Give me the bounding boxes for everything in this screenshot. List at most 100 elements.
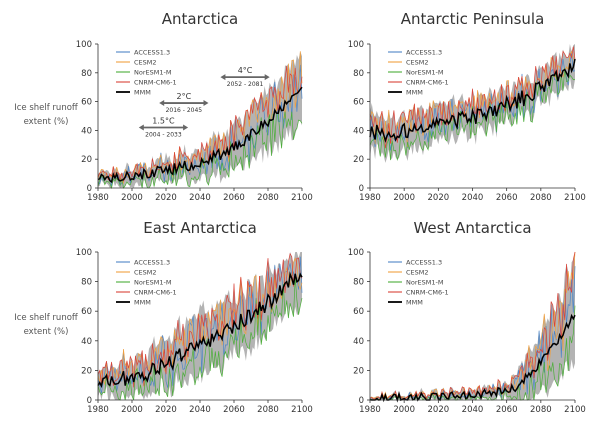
x-tick-label: 2000 <box>393 193 415 203</box>
arrow-head-right <box>264 74 270 81</box>
y-tick-label: 20 <box>353 155 364 165</box>
y-axis-label-line2-2: extent (%) <box>24 327 69 337</box>
legend-label: NorESM1-M <box>406 69 443 77</box>
legend-label: MMM <box>406 89 423 97</box>
x-tick-label: 2080 <box>530 193 552 203</box>
model-spread-envelope <box>98 51 302 188</box>
legend-label: NorESM1-M <box>406 279 443 287</box>
y-tick-label: 60 <box>353 98 364 108</box>
x-tick-label: 2040 <box>189 193 211 203</box>
x-tick-label: 2060 <box>496 193 518 203</box>
x-tick-label: 1980 <box>359 193 381 203</box>
y-tick-label: 40 <box>353 337 364 347</box>
x-tick-label: 2100 <box>291 193 313 203</box>
y-tick-label: 0 <box>359 396 364 406</box>
y-tick-label: 80 <box>81 69 92 79</box>
x-tick-label: 2020 <box>155 405 177 415</box>
legend-label: MMM <box>406 299 423 307</box>
arrow-head-right <box>203 100 209 107</box>
legend-label: NorESM1-M <box>134 279 171 287</box>
warming-level-label: 4°C <box>238 66 253 75</box>
x-tick-label: 1980 <box>87 405 109 415</box>
y-tick-label: 100 <box>348 248 364 258</box>
warming-level-label: 1.5°C <box>152 117 175 126</box>
y-tick-label: 20 <box>353 366 364 376</box>
x-tick-label: 2080 <box>530 405 552 415</box>
legend-label: ACCESS1.3 <box>406 259 442 267</box>
arrow-head-left <box>159 100 165 107</box>
x-tick-label: 2100 <box>564 405 586 415</box>
x-tick-label: 2020 <box>428 405 450 415</box>
legend-label: CNRM-CM6-1 <box>406 79 449 87</box>
warming-window-years: 2016 - 2045 <box>166 107 203 114</box>
x-tick-label: 2040 <box>462 405 484 415</box>
series-line-cnrm-cm6-1 <box>97 65 303 182</box>
series-line-mmm <box>97 271 303 389</box>
arrow-head-left <box>220 74 226 81</box>
series-line-noresm1-m <box>369 68 576 161</box>
x-tick-label: 1980 <box>359 405 381 415</box>
arrow-head-left <box>138 124 144 131</box>
x-tick-label: 2060 <box>223 193 245 203</box>
legend-label: MMM <box>134 89 151 97</box>
legend-label: CNRM-CM6-1 <box>406 289 449 297</box>
legend-label: ACCESS1.3 <box>134 259 170 267</box>
y-tick-label: 100 <box>76 248 92 258</box>
series-line-mmm <box>369 58 576 143</box>
legend-label: CNRM-CM6-1 <box>134 289 177 297</box>
x-tick-label: 2020 <box>428 193 450 203</box>
y-tick-label: 20 <box>81 366 92 376</box>
panel-title: West Antarctica <box>413 219 531 237</box>
x-tick-label: 2000 <box>121 193 143 203</box>
y-tick-label: 100 <box>348 40 364 50</box>
x-tick-label: 2080 <box>257 193 279 203</box>
legend-label: ACCESS1.3 <box>134 49 170 57</box>
x-tick-label: 2040 <box>189 405 211 415</box>
y-axis-label-line1-2: Ice shelf runoff <box>14 313 79 323</box>
y-tick-label: 40 <box>81 337 92 347</box>
series-line-noresm1-m <box>97 276 303 401</box>
legend-label: NorESM1-M <box>134 69 171 77</box>
y-tick-label: 40 <box>353 126 364 136</box>
warming-window-years: 2004 - 2033 <box>145 132 182 139</box>
y-tick-label: 60 <box>81 307 92 317</box>
legend-label: CESM2 <box>134 269 157 277</box>
x-tick-label: 2080 <box>257 405 279 415</box>
x-tick-label: 2060 <box>223 405 245 415</box>
series-line-mmm <box>97 86 303 184</box>
y-tick-label: 60 <box>353 307 364 317</box>
legend-label: ACCESS1.3 <box>406 49 442 57</box>
y-tick-label: 100 <box>76 40 92 50</box>
series-line-access1.3 <box>97 64 303 187</box>
y-tick-label: 40 <box>81 126 92 136</box>
legend-label: CESM2 <box>406 269 429 277</box>
y-tick-label: 80 <box>353 69 364 79</box>
y-tick-label: 0 <box>87 396 92 406</box>
warming-window-years: 2052 - 2081 <box>227 81 264 88</box>
y-tick-label: 0 <box>359 184 364 194</box>
y-axis-label-line1-0: Ice shelf runoff <box>14 103 79 113</box>
legend-label: CNRM-CM6-1 <box>134 79 177 87</box>
legend-label: CESM2 <box>406 59 429 67</box>
series-line-mmm <box>369 313 576 403</box>
panel-title: Antarctica <box>162 10 238 28</box>
legend-label: CESM2 <box>134 59 157 67</box>
x-tick-label: 2060 <box>496 405 518 415</box>
series-line-noresm1-m <box>97 111 303 190</box>
x-tick-label: 2100 <box>291 405 313 415</box>
series-line-cnrm-cm6-1 <box>369 46 576 149</box>
y-tick-label: 80 <box>353 278 364 288</box>
y-tick-label: 0 <box>87 184 92 194</box>
y-tick-label: 20 <box>81 155 92 165</box>
x-tick-label: 2000 <box>121 405 143 415</box>
legend-label: MMM <box>134 299 151 307</box>
arrow-head-right <box>183 124 189 131</box>
y-axis-label-line2-0: extent (%) <box>24 117 69 127</box>
series-line-access1.3 <box>97 256 303 394</box>
x-tick-label: 2000 <box>393 405 415 415</box>
